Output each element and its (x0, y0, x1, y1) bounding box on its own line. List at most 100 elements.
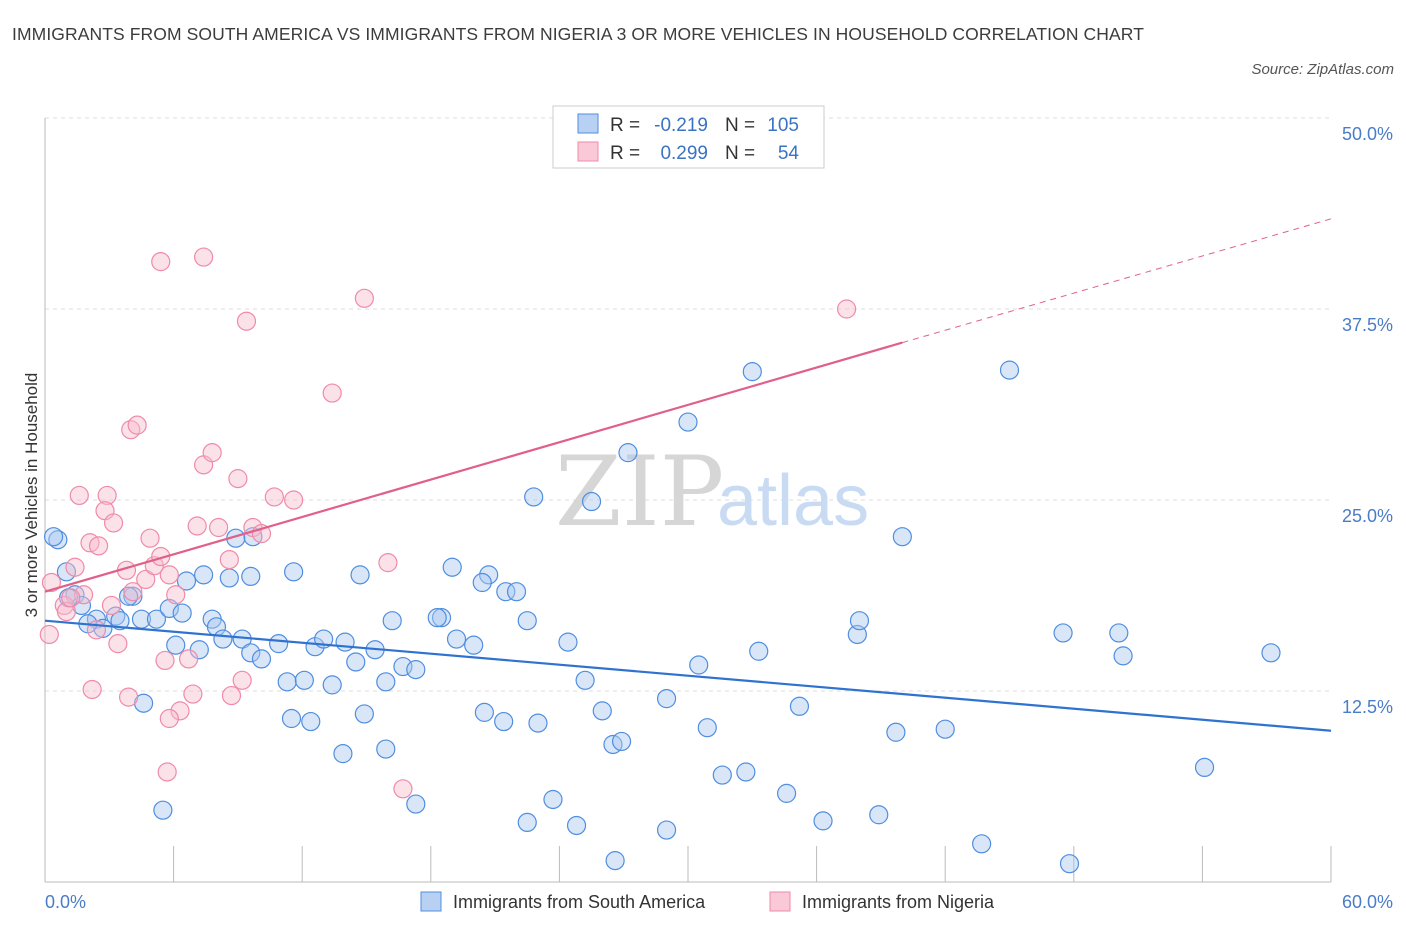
scatter-point (41, 572, 62, 593)
scatter-point (322, 383, 342, 403)
scatter-point (1109, 623, 1129, 643)
scatter-point (789, 696, 810, 716)
scatter-point (166, 635, 186, 655)
scatter-point (159, 708, 179, 729)
scatter-point (153, 800, 173, 820)
scatter-point (136, 569, 156, 590)
x-ticks (173, 846, 1332, 882)
y-tick-label: 37.5% (1342, 315, 1393, 335)
scatter-point (118, 687, 139, 707)
scatter-point (566, 815, 587, 836)
scatter-point (427, 608, 447, 628)
scatter-point (479, 565, 499, 585)
scatter-point (689, 655, 709, 675)
trend-line-south-america (44, 619, 1332, 732)
scatter-point (277, 672, 297, 692)
scatter-point (140, 528, 160, 548)
scatter-point (618, 443, 638, 463)
scatter-point (103, 513, 124, 533)
scatter-point (43, 527, 64, 547)
scatter-point (221, 685, 242, 706)
scatter-point (472, 572, 492, 593)
scatter-point (170, 701, 190, 721)
trend-lines (44, 218, 1332, 732)
scatter-point (97, 485, 117, 506)
scatter-point (474, 702, 494, 722)
scatter-point (431, 608, 452, 628)
scatter-point (301, 711, 321, 732)
scatter-point (382, 611, 402, 631)
scatter-point (1261, 643, 1281, 663)
scatter-point (179, 649, 199, 669)
scatter-point (886, 722, 906, 742)
scatter-point (146, 609, 167, 629)
y-tick-labels: 12.5% 25.0% 37.5% 50.0% (1342, 124, 1393, 717)
scatter-point (446, 629, 467, 649)
scatter-point (123, 586, 143, 606)
scatter-point (187, 516, 207, 536)
scatter-point (93, 618, 113, 638)
scatter-point (406, 794, 426, 814)
scatter-point (176, 571, 197, 591)
scatter-point (333, 744, 353, 764)
scatter-point (108, 634, 128, 654)
scatter-point (697, 718, 717, 738)
y-tick-label: 50.0% (1342, 124, 1393, 144)
scatter-point (202, 443, 222, 463)
trend-line-nigeria-extension (902, 218, 1332, 344)
scatter-point (869, 805, 889, 825)
series-legend: Immigrants from South America Immigrants… (420, 891, 995, 912)
scatter-point (65, 557, 85, 577)
scatter-point (155, 650, 175, 671)
scatter-point (528, 713, 548, 733)
scatter-point (284, 562, 304, 582)
legend-r-value-0: -0.219 (654, 115, 708, 136)
scatter-point (712, 765, 732, 785)
scatter-point (849, 611, 870, 631)
scatter-point (524, 487, 544, 507)
scatter-point (56, 562, 77, 582)
bottom-legend-swatch-nigeria (769, 891, 791, 912)
scatter-point (575, 670, 595, 690)
series-nigeria (39, 247, 857, 799)
scatter-point (264, 487, 284, 507)
scatter-point (110, 611, 130, 631)
scatter-point (656, 689, 677, 709)
legend-r-label-0: R = (610, 115, 640, 136)
scatter-point (127, 415, 147, 435)
scatter-point (935, 719, 955, 739)
scatter-point (228, 469, 248, 489)
scatter-point (749, 641, 769, 661)
scatter-point (294, 670, 314, 690)
scatter-point (232, 670, 252, 690)
scatter-point (354, 704, 374, 724)
scatter-point (88, 536, 109, 556)
scatter-point (346, 652, 366, 672)
scatter-point (999, 360, 1020, 380)
source-label: Source: ZipAtlas.com (1251, 61, 1394, 78)
scatter-point (151, 252, 171, 272)
scatter-point (241, 643, 261, 663)
scatter-point (581, 491, 602, 512)
scatter-point (736, 762, 756, 782)
scatter-point (592, 701, 612, 721)
scatter-point (157, 762, 177, 782)
watermark-atlas: atlas (717, 461, 869, 541)
legend-r-label-1: R = (610, 143, 640, 164)
x-tick-label-min: 0.0% (45, 892, 86, 912)
scatter-point (281, 708, 302, 729)
scatter-point (442, 557, 462, 577)
scatter-point (464, 635, 484, 655)
scatter-point (350, 565, 370, 585)
scatter-point (813, 811, 833, 831)
trend-line-nigeria (44, 341, 903, 593)
scatter-point (376, 672, 396, 692)
scatter-point (543, 789, 563, 810)
legend-swatch-nigeria (577, 141, 599, 162)
bottom-legend-swatch-south-america (420, 891, 442, 912)
scatter-point (236, 311, 257, 331)
scatter-point (378, 553, 398, 573)
scatter-point (82, 679, 102, 700)
scatter-point (678, 412, 698, 432)
scatter-point (219, 568, 239, 588)
